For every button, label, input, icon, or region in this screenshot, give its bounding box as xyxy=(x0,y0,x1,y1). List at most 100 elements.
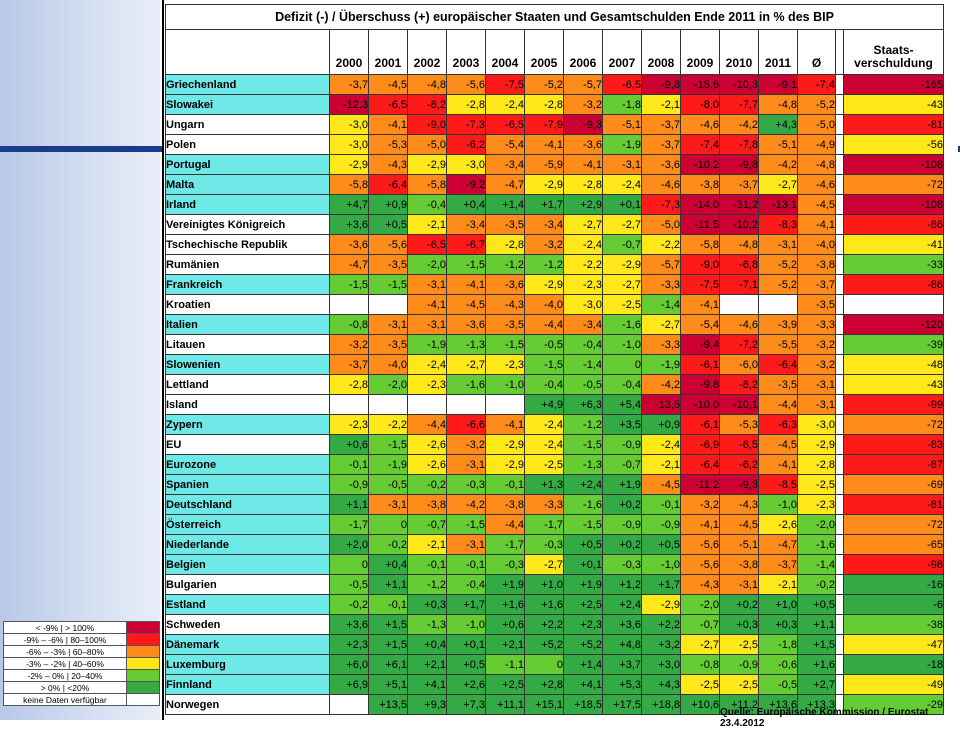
deficit-cell: +3,2 xyxy=(641,634,681,655)
deficit-cell: +5,1 xyxy=(368,674,408,695)
deficit-cell: -2,8 xyxy=(329,374,369,395)
legend-item: -3% – -2% | 40–60% xyxy=(3,657,160,670)
deficit-cell: -8,0 xyxy=(680,94,720,115)
deficit-cell: -3,4 xyxy=(524,214,564,235)
deficit-cell: -10,2 xyxy=(719,214,759,235)
legend-label: > 0% | <20% xyxy=(3,681,127,694)
deficit-cell: +4,3 xyxy=(758,114,798,135)
country-label: Portugal xyxy=(165,154,330,175)
deficit-cell: -10,1 xyxy=(719,394,759,415)
table-title: Defizit (-) / Überschuss (+) europäische… xyxy=(165,4,944,30)
debt-header-line1: Staats- xyxy=(873,43,914,57)
deficit-cell: -3,7 xyxy=(329,354,369,375)
deficit-cell: -0,5 xyxy=(524,334,564,355)
deficit-cell: +5,4 xyxy=(602,394,642,415)
deficit-cell: -3,6 xyxy=(641,154,681,175)
deficit-cell: -5,8 xyxy=(680,234,720,255)
deficit-cell: -2,1 xyxy=(407,534,447,555)
country-label: Eurozone xyxy=(165,454,330,475)
deficit-cell: -2,6 xyxy=(407,434,447,455)
deficit-cell: -14,0 xyxy=(680,194,720,215)
deficit-cell: -2,4 xyxy=(407,354,447,375)
country-label: Irland xyxy=(165,194,330,215)
year-header: 2006 xyxy=(563,29,603,75)
year-header: 2000 xyxy=(329,29,369,75)
deficit-cell: -3,7 xyxy=(758,554,798,575)
deficit-cell: -9,4 xyxy=(680,334,720,355)
deficit-cell: -1,9 xyxy=(602,134,642,155)
column-gap xyxy=(835,154,844,175)
deficit-cell: +0,5 xyxy=(446,654,486,675)
deficit-cell: -6,5 xyxy=(407,234,447,255)
deficit-cell: -0,1 xyxy=(329,454,369,475)
deficit-cell: +4,1 xyxy=(563,674,603,695)
deficit-cell: +0,1 xyxy=(446,634,486,655)
deficit-cell: -7,8 xyxy=(719,134,759,155)
deficit-cell: -2,7 xyxy=(563,214,603,235)
deficit-cell: +1,6 xyxy=(524,594,564,615)
country-label: Ungarn xyxy=(165,114,330,135)
deficit-cell: -2,0 xyxy=(680,594,720,615)
legend-swatch xyxy=(126,669,160,682)
deficit-cell: -3,7 xyxy=(641,134,681,155)
deficit-cell: -4,6 xyxy=(641,174,681,195)
deficit-cell: -4,8 xyxy=(407,74,447,95)
country-label: Niederlande xyxy=(165,534,330,555)
deficit-cell: -2,8 xyxy=(524,94,564,115)
debt-cell: -72 xyxy=(843,174,944,195)
deficit-cell: -5,1 xyxy=(719,534,759,555)
deficit-cell: -0,4 xyxy=(524,374,564,395)
deficit-cell: -6,4 xyxy=(758,354,798,375)
debt-cell: -87 xyxy=(843,454,944,475)
deficit-cell: +3,5 xyxy=(602,414,642,435)
deficit-cell: -2,6 xyxy=(407,454,447,475)
deficit-cell: -0,1 xyxy=(368,594,408,615)
deficit-cell: -0,2 xyxy=(368,534,408,555)
deficit-cell: -1,2 xyxy=(563,414,603,435)
deficit-cell: -0,4 xyxy=(602,374,642,395)
deficit-cell: -2,5 xyxy=(719,674,759,695)
table-row: Luxemburg +6,0 +6,1 +2,1 +0,5 -1,1 0 +1,4 +3,7 +3… xyxy=(165,654,944,675)
deficit-cell: -4,0 xyxy=(524,294,564,315)
deficit-cell: -3,3 xyxy=(641,334,681,355)
debt-cell: -65 xyxy=(843,534,944,555)
country-label: Luxemburg xyxy=(165,654,330,675)
deficit-cell: +3,7 xyxy=(602,654,642,675)
average-cell: +1,1 xyxy=(797,614,836,635)
table-row: Schweden +3,6 +1,5 -1,3 -1,0 +0,6 +2,2 +2,3 +3,6… xyxy=(165,614,944,635)
deficit-cell: -6,9 xyxy=(680,434,720,455)
deficit-cell: -6,5 xyxy=(602,74,642,95)
deficit-cell: +18,8 xyxy=(641,694,681,715)
legend-swatch xyxy=(126,633,160,646)
debt-cell: -38 xyxy=(843,614,944,635)
average-cell: -2,8 xyxy=(797,454,836,475)
deficit-cell: -2,5 xyxy=(524,454,564,475)
deficit-cell: -9,0 xyxy=(680,254,720,275)
deficit-cell: -4,3 xyxy=(368,154,408,175)
debt-cell: -47 xyxy=(843,634,944,655)
country-label: Bulgarien xyxy=(165,574,330,595)
deficit-cell: -4,1 xyxy=(563,154,603,175)
deficit-cell: -4,1 xyxy=(368,114,408,135)
deficit-cell: -5,6 xyxy=(680,554,720,575)
debt-cell: -16 xyxy=(843,574,944,595)
deficit-cell: -1,5 xyxy=(524,354,564,375)
deficit-cell xyxy=(329,694,369,715)
country-label: Österreich xyxy=(165,514,330,535)
deficit-cell: -7,5 xyxy=(680,274,720,295)
deficit-cell: -2,4 xyxy=(563,234,603,255)
debt-cell: -6 xyxy=(843,594,944,615)
deficit-cell: -4,7 xyxy=(329,254,369,275)
table-row: Belgien 0 +0,4 -0,1 -0,1 -0,3 -2,7 +0,1 -0,3 -1,0… xyxy=(165,554,944,575)
column-gap xyxy=(835,554,844,575)
column-gap xyxy=(835,234,844,255)
deficit-cell: -4,2 xyxy=(758,154,798,175)
table-row: Österreich -1,7 0 -0,7 -1,5 -4,4 -1,7 -1,5 -0,9-… xyxy=(165,514,944,535)
deficit-cell: -4,1 xyxy=(446,274,486,295)
country-label: Polen xyxy=(165,134,330,155)
country-label: Italien xyxy=(165,314,330,335)
debt-cell: -86 xyxy=(843,274,944,295)
deficit-cell: -2,2 xyxy=(368,414,408,435)
table-row: EU +0,6 -1,5 -2,6 -3,2 -2,9 -2,4 -1,5 -0,9 -2,4 -6… xyxy=(165,434,944,455)
column-gap xyxy=(835,494,844,515)
